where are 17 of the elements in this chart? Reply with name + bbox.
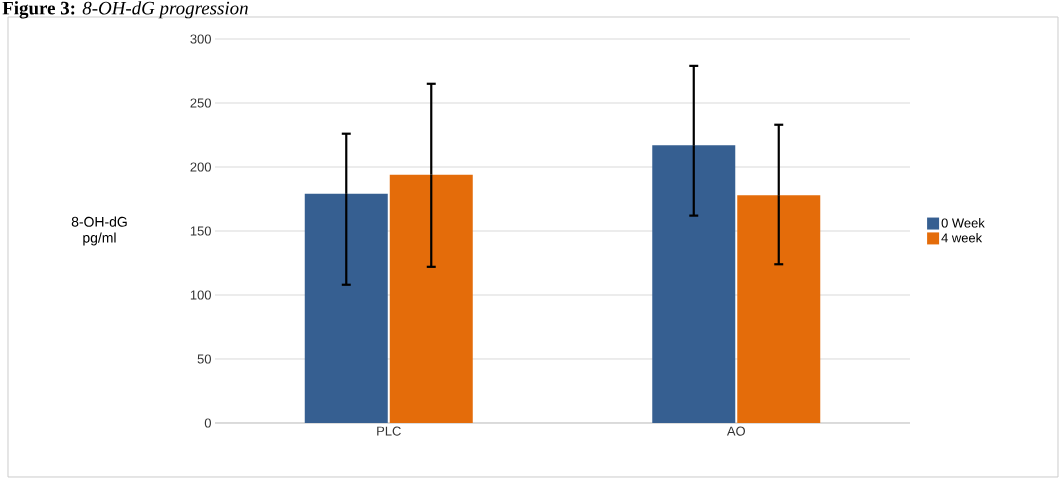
y-tick-label: 300 bbox=[190, 34, 211, 44]
y-tick-label: 200 bbox=[190, 162, 211, 172]
y-tick-label: 250 bbox=[190, 98, 211, 108]
legend-label: 4 week bbox=[941, 232, 983, 243]
chart-title: Figure 3: 8-OH-dG progression bbox=[2, 1, 248, 19]
y-tick-label: 50 bbox=[197, 354, 211, 364]
x-tick-label: AO bbox=[726, 426, 745, 436]
bar bbox=[304, 193, 388, 423]
bar bbox=[389, 174, 473, 423]
y-tick-label: 150 bbox=[190, 226, 211, 236]
y-axis-title: 8-OH-dG pg/ml bbox=[71, 216, 127, 246]
bar bbox=[652, 145, 736, 423]
x-tick-label: PLC bbox=[377, 426, 401, 436]
bar bbox=[737, 195, 821, 423]
y-tick-label: 0 bbox=[204, 418, 211, 428]
y-tick-label: 100 bbox=[190, 290, 211, 300]
legend-label: 0 Week bbox=[941, 218, 985, 228]
